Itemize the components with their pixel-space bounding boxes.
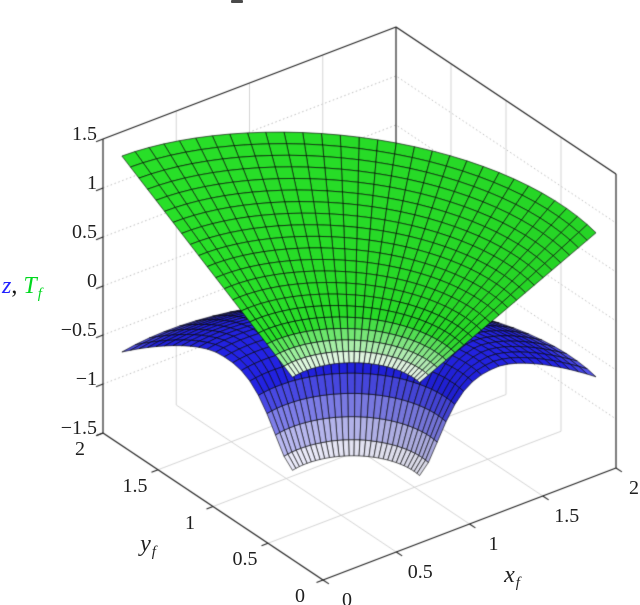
cropped-title-fragment: [231, 0, 243, 3]
z-axis-label-z: z: [2, 273, 12, 299]
z-tick-label: 0: [87, 270, 97, 292]
z-axis-label: z, Tf: [2, 274, 42, 302]
x-tick-label: 1: [488, 533, 499, 555]
z-tick-label: 1: [87, 172, 97, 194]
z-tick-label: −1: [75, 368, 97, 390]
y-axis-label: yf: [140, 531, 156, 560]
z-axis-label-T: T: [23, 273, 37, 299]
z-tick-label: 0.5: [72, 221, 97, 243]
z-tick-label: −1.5: [60, 417, 97, 439]
x-tick-label: 1.5: [554, 505, 580, 527]
y-tick-label: 1: [185, 511, 195, 534]
y-tick-label: 0.5: [232, 548, 258, 571]
z-tick-label: 1.5: [72, 123, 97, 145]
x-tick-label: 0: [342, 589, 352, 605]
z-axis-label-comma: ,: [11, 273, 18, 299]
x-axis-label: xf: [504, 562, 520, 591]
x-tick-label: 0.5: [407, 561, 433, 583]
z-tick-label: −0.5: [60, 319, 97, 341]
x-tick-label: 2: [629, 477, 639, 499]
y-tick-label: 2: [75, 438, 85, 460]
y-tick-label: 0: [295, 585, 305, 605]
z-axis-label-T-sub: f: [37, 286, 42, 302]
y-tick-label: 1.5: [122, 474, 148, 497]
